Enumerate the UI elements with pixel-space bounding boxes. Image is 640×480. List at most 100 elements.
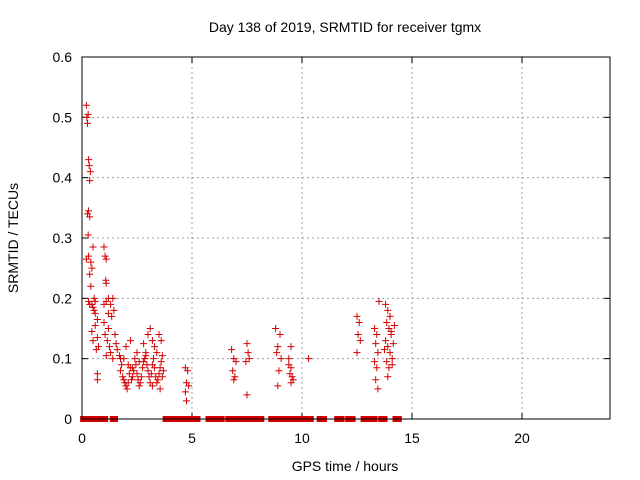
data-point xyxy=(142,352,150,360)
data-point xyxy=(181,388,189,396)
data-points xyxy=(82,101,398,405)
data-point xyxy=(374,385,382,393)
data-point xyxy=(242,358,250,366)
data-point xyxy=(85,207,93,215)
data-point xyxy=(131,355,139,363)
data-point xyxy=(124,361,132,369)
data-point xyxy=(185,382,193,390)
data-point xyxy=(354,331,362,339)
data-point xyxy=(119,373,127,381)
data-point xyxy=(157,337,165,345)
data-point xyxy=(230,376,238,384)
data-point xyxy=(133,370,141,378)
data-point xyxy=(102,352,110,360)
data-point xyxy=(87,258,95,266)
data-point xyxy=(155,331,163,339)
y-tick-label: 0.2 xyxy=(53,290,73,306)
x-tick-label: 5 xyxy=(188,430,196,446)
data-point xyxy=(231,373,239,381)
data-point xyxy=(90,294,98,302)
data-point xyxy=(372,340,380,348)
data-point xyxy=(287,364,295,372)
data-point xyxy=(122,343,130,351)
data-point xyxy=(141,355,149,363)
data-point xyxy=(86,270,94,278)
data-point xyxy=(85,156,93,164)
data-point xyxy=(102,279,110,287)
data-point xyxy=(112,340,120,348)
data-point xyxy=(87,282,95,290)
data-point xyxy=(153,379,161,387)
data-point xyxy=(277,355,285,363)
data-point xyxy=(101,252,109,260)
data-point xyxy=(375,297,383,305)
data-point xyxy=(232,358,240,366)
x-tick-label: 0 xyxy=(78,430,86,446)
data-point xyxy=(104,309,112,317)
data-point xyxy=(117,367,124,375)
x-tick-label: 20 xyxy=(514,430,530,446)
data-point xyxy=(86,168,94,176)
data-point xyxy=(88,300,96,308)
data-point xyxy=(244,349,252,357)
data-point xyxy=(353,349,361,357)
y-tick-label: 0.1 xyxy=(53,351,73,367)
data-point xyxy=(146,325,154,332)
data-point xyxy=(229,367,237,375)
data-point xyxy=(273,349,281,357)
data-point xyxy=(390,321,398,329)
x-tick-label: 10 xyxy=(294,430,310,446)
data-point xyxy=(91,297,99,305)
data-point xyxy=(135,382,143,390)
data-point xyxy=(82,101,90,109)
data-point xyxy=(183,397,190,405)
data-point xyxy=(388,355,396,363)
data-point xyxy=(107,300,115,308)
data-point xyxy=(272,325,280,332)
data-point xyxy=(120,376,128,384)
data-point xyxy=(84,110,92,118)
data-point xyxy=(158,373,166,381)
data-point xyxy=(89,303,97,311)
data-point xyxy=(137,373,145,381)
x-axis-label: GPS time / hours xyxy=(292,458,399,474)
plot-frame xyxy=(81,56,611,420)
data-point xyxy=(154,376,162,384)
data-point xyxy=(148,337,156,345)
y-tick-label: 0.4 xyxy=(53,170,73,186)
data-point xyxy=(130,367,138,375)
data-point xyxy=(386,312,394,320)
data-point xyxy=(109,355,117,363)
y-tick-label: 0.3 xyxy=(53,230,73,246)
data-point xyxy=(355,318,363,326)
data-point xyxy=(373,364,381,372)
data-point xyxy=(85,297,93,305)
data-point xyxy=(389,340,397,348)
data-point xyxy=(287,343,295,351)
data-point xyxy=(123,385,131,393)
data-point xyxy=(371,325,379,332)
data-point xyxy=(89,337,97,345)
data-point xyxy=(155,370,163,378)
data-point xyxy=(120,355,128,363)
y-axis-ticks: 0 0.1 0.2 0.3 0.4 0.5 0.6 xyxy=(53,49,610,427)
data-point xyxy=(139,364,146,372)
data-point xyxy=(276,331,284,339)
data-point xyxy=(153,349,161,357)
data-point xyxy=(245,355,253,363)
y-tick-label: 0.6 xyxy=(53,49,73,65)
data-point xyxy=(91,309,99,317)
data-point xyxy=(89,243,97,251)
data-point xyxy=(128,376,135,384)
data-point xyxy=(83,113,91,121)
grid-lines xyxy=(82,57,610,419)
data-point xyxy=(387,328,395,336)
data-point xyxy=(84,119,91,127)
data-point xyxy=(129,373,137,381)
data-point xyxy=(372,376,380,384)
data-point xyxy=(356,337,364,345)
data-point xyxy=(84,231,92,239)
data-point xyxy=(289,376,297,384)
data-point xyxy=(86,177,94,185)
y-tick-label: 0 xyxy=(64,411,72,427)
